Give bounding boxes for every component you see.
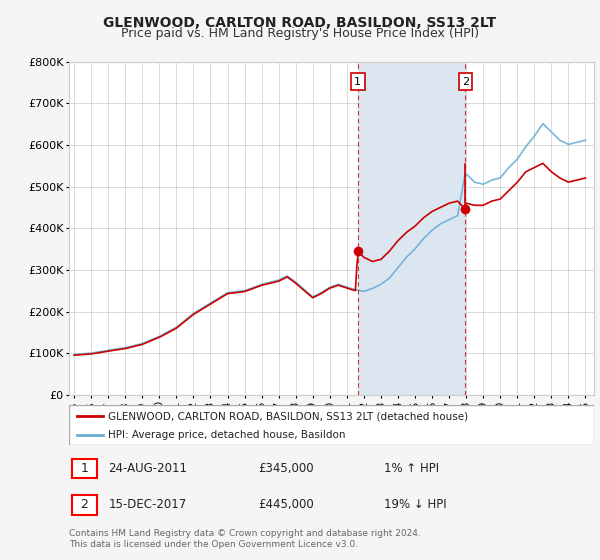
Text: Price paid vs. HM Land Registry's House Price Index (HPI): Price paid vs. HM Land Registry's House … [121, 27, 479, 40]
Text: GLENWOOD, CARLTON ROAD, BASILDON, SS13 2LT: GLENWOOD, CARLTON ROAD, BASILDON, SS13 2… [103, 16, 497, 30]
Text: 2: 2 [462, 77, 469, 87]
Text: 19% ↓ HPI: 19% ↓ HPI [384, 498, 446, 511]
Text: £445,000: £445,000 [258, 498, 314, 511]
Text: HPI: Average price, detached house, Basildon: HPI: Average price, detached house, Basi… [109, 430, 346, 440]
FancyBboxPatch shape [71, 495, 97, 515]
Text: Contains HM Land Registry data © Crown copyright and database right 2024.
This d: Contains HM Land Registry data © Crown c… [69, 529, 421, 549]
Text: 15-DEC-2017: 15-DEC-2017 [109, 498, 187, 511]
Text: GLENWOOD, CARLTON ROAD, BASILDON, SS13 2LT (detached house): GLENWOOD, CARLTON ROAD, BASILDON, SS13 2… [109, 411, 469, 421]
Text: 24-AUG-2011: 24-AUG-2011 [109, 462, 187, 475]
Bar [358, 62, 466, 395]
FancyBboxPatch shape [69, 405, 594, 445]
Text: 1% ↑ HPI: 1% ↑ HPI [384, 462, 439, 475]
Text: £345,000: £345,000 [258, 462, 314, 475]
FancyBboxPatch shape [71, 459, 97, 478]
Text: 1: 1 [354, 77, 361, 87]
Text: 2: 2 [80, 498, 88, 511]
Text: 1: 1 [80, 462, 88, 475]
